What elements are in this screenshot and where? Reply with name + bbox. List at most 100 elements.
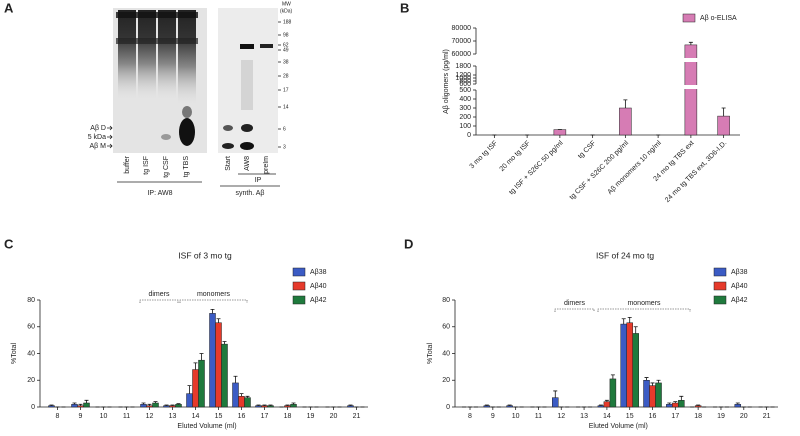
error-bar — [245, 395, 250, 398]
x-tick-label: 14 — [603, 413, 611, 420]
lane-label: tg ISF — [143, 156, 150, 175]
annotation: monomers — [627, 300, 661, 307]
y-tick-label: 500 — [459, 87, 471, 94]
legend-swatch — [713, 267, 727, 277]
error-bar — [507, 404, 512, 406]
y-axis-label: %Total — [11, 343, 18, 364]
error-bar — [553, 390, 558, 398]
lane-label: tg CSF — [163, 156, 170, 178]
x-tick-label: 21 — [353, 413, 361, 420]
x-axis-label: Eluted Volume (ml) — [589, 423, 648, 430]
chart-title: ISF of 3 mo tg — [178, 250, 232, 260]
bracket — [554, 308, 595, 312]
y-tick-label: 70000 — [452, 38, 472, 45]
y-tick-label: 80 — [442, 297, 450, 304]
bar — [186, 393, 193, 408]
error-bar — [170, 404, 175, 406]
mw-label: 62 — [283, 42, 289, 48]
error-bar — [610, 374, 615, 379]
error-bar — [176, 403, 181, 405]
mw-label: 49 — [283, 47, 289, 53]
legend-label: Aβ o-ELISA — [700, 15, 737, 22]
bar — [284, 405, 291, 408]
legend-label: Aβ42 — [731, 297, 748, 304]
x-tick-label: 20 mo tg ISF — [499, 140, 532, 173]
legend-label: Aβ38 — [731, 269, 748, 276]
error-bar — [627, 316, 632, 323]
error-bar — [141, 402, 146, 405]
error-bar — [256, 404, 261, 406]
x-tick-label: 18 — [694, 413, 702, 420]
mw-label: 188 — [283, 19, 292, 25]
group-label: IP — [255, 177, 262, 184]
error-bar — [673, 401, 678, 403]
bar — [734, 404, 742, 408]
error-bar — [199, 353, 204, 361]
y-tick-label: 60 — [27, 324, 35, 331]
mw-label: 6 — [283, 126, 286, 132]
bar — [290, 404, 297, 408]
x-tick-label: 16 — [238, 413, 246, 420]
y-tick-label: 600 — [459, 81, 471, 88]
mw-label: 28 — [283, 73, 289, 79]
x-tick-label: 19 — [717, 413, 725, 420]
lane-label: Start — [225, 156, 232, 171]
error-bar — [633, 326, 638, 334]
bar — [666, 404, 673, 408]
error-bar — [721, 107, 726, 117]
error-bar — [268, 404, 273, 406]
y-axis-label: %Total — [427, 343, 434, 364]
legend-swatch — [682, 13, 696, 23]
bar — [163, 405, 170, 408]
mw-label: 98 — [283, 32, 289, 38]
error-bar — [291, 402, 296, 405]
lane-label: preIm — [263, 156, 270, 174]
x-tick-label: 9 — [491, 413, 495, 420]
bar — [198, 359, 205, 408]
y-tick-label: 60000 — [452, 51, 472, 58]
bar — [649, 385, 656, 408]
x-tick-label: 24 mo tg TBS ext, 3D6-I.D. — [664, 140, 728, 204]
error-bar — [72, 402, 77, 405]
bar — [261, 405, 268, 408]
bar — [152, 402, 159, 408]
x-tick-label: 20 — [740, 413, 748, 420]
error-bar — [84, 399, 89, 403]
x-tick-label: 13 — [580, 413, 588, 420]
y-axis-label: Aβ oligomers (pg/ml) — [443, 49, 450, 114]
error-bar — [650, 382, 655, 386]
mw-label: 14 — [283, 104, 289, 110]
panel-label: A — [4, 0, 14, 15]
y-tick-label: 40 — [442, 350, 450, 357]
error-bar — [262, 404, 267, 406]
x-tick-label: 14 — [192, 413, 200, 420]
x-axis-label: Eluted Volume (ml) — [177, 423, 236, 430]
y-tick-label: 0 — [31, 404, 35, 411]
error-bar — [210, 308, 215, 314]
marker-label: 5 kDa — [88, 134, 106, 141]
x-tick-label: 13 — [169, 413, 177, 420]
bracket — [179, 299, 248, 303]
error-bar — [735, 402, 740, 405]
y-tick-label: 800 — [459, 78, 471, 85]
bar — [215, 322, 222, 408]
y-tick-label: 80 — [27, 297, 35, 304]
x-tick-label: tg ISF + S26C 50 pg/ml — [508, 139, 565, 196]
error-bar — [153, 401, 158, 403]
bar — [552, 397, 559, 408]
x-tick-label: 20 — [330, 413, 338, 420]
annotation: monomers — [197, 291, 231, 298]
error-bar — [679, 395, 684, 401]
x-tick-label: 3 mo tg ISF — [469, 140, 500, 171]
error-bar — [598, 404, 603, 406]
chart-title: ISF of 24 mo tg — [596, 250, 654, 260]
bar — [632, 333, 639, 408]
y-tick-label: 1800 — [455, 63, 471, 70]
bar — [347, 405, 354, 408]
legend-label: Aβ42 — [310, 297, 327, 304]
y-tick-label: 40 — [27, 350, 35, 357]
mw-label: 3 — [283, 144, 286, 150]
bar — [221, 343, 228, 408]
x-tick-label: 8 — [56, 413, 60, 420]
